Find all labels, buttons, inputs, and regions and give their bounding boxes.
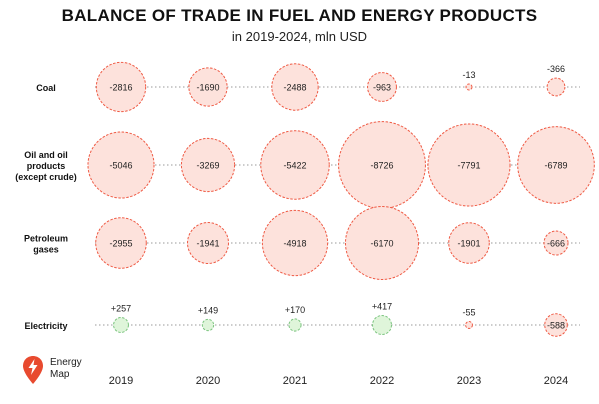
data-label: +149 [198,305,218,315]
data-label: -1901 [457,239,480,249]
data-bubble [517,126,595,204]
data-label: -2816 [109,83,132,93]
data-label: -7791 [457,161,480,171]
data-bubble [260,130,330,200]
data-bubble [87,131,155,199]
data-label: -2955 [109,239,132,249]
data-label: -5422 [283,161,306,171]
data-bubble [367,72,397,102]
data-label: -3269 [196,161,219,171]
data-label: -6170 [370,239,393,249]
data-label: -366 [547,64,565,74]
data-label: -2488 [283,83,306,93]
row-label: gases [33,245,59,255]
chart-title: BALANCE OF TRADE IN FUEL AND ENERGY PROD… [61,6,538,25]
data-label: -6789 [544,161,567,171]
data-bubble [465,321,473,329]
chart-subtitle: in 2019-2024, mln USD [231,29,368,44]
data-bubble [448,222,490,264]
data-label: -8726 [370,161,393,171]
data-label: -666 [547,239,565,249]
data-label: -1941 [196,239,219,249]
data-bubble [288,318,302,332]
data-label: -5046 [109,161,132,171]
data-label: -55 [462,308,475,318]
brand-line-1: Energy [50,357,82,368]
data-label: -963 [373,83,391,93]
data-bubble [201,318,215,332]
row-label: (except crude) [15,172,77,182]
data-label: +417 [372,302,392,312]
data-bubble [543,230,569,256]
lightning-pin-icon [23,356,43,384]
row-label: Oil and oil [24,150,68,160]
brand-line-2: Map [50,369,70,380]
x-tick-label: 2021 [283,375,307,387]
row-label: products [27,161,66,171]
data-bubble [372,315,392,335]
data-label: -1690 [196,83,219,93]
data-bubble [544,313,568,337]
data-bubble [188,67,228,107]
x-tick-label: 2019 [109,375,133,387]
data-bubble [113,317,129,333]
data-bubble [180,137,236,193]
data-bubble [344,205,420,281]
data-label: -4918 [283,239,306,249]
data-bubble [95,61,147,113]
data-bubble [427,123,511,207]
x-tick-label: 2024 [544,375,568,387]
data-label: -588 [547,321,565,331]
data-bubble [95,217,147,269]
data-bubble [271,63,319,111]
x-tick-label: 2023 [457,375,481,387]
row-label: Electricity [24,321,67,331]
data-label: +170 [285,305,305,315]
data-bubble [261,209,329,277]
data-bubble [465,83,473,91]
x-tick-label: 2022 [370,375,394,387]
x-tick-label: 2020 [196,375,220,387]
row-label: Petroleum [24,234,68,244]
data-bubble [187,222,229,264]
data-label: +257 [111,304,131,314]
brand-logo: Energy Map [22,355,102,389]
data-bubble [546,77,566,97]
data-label: -13 [462,70,475,80]
row-label: Coal [36,83,56,93]
